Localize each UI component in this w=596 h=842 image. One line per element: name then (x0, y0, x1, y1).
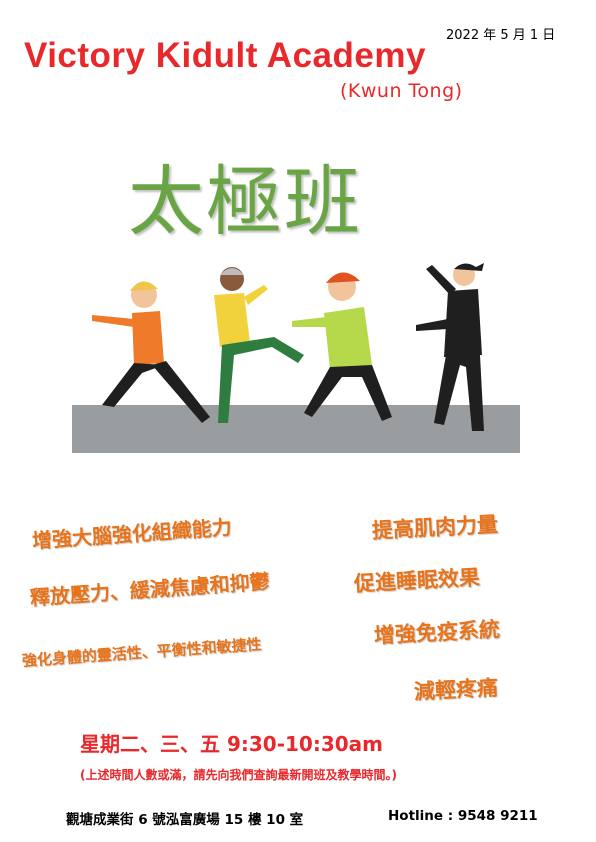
benefit-immunity: 增強免疫系統 (373, 617, 501, 648)
address: 觀塘成業街 6 號泓富廣場 15 樓 10 室 (66, 812, 304, 828)
benefit-stress: 釋放壓力、緩減焦慮和抑鬱 (29, 569, 271, 610)
floor (72, 405, 520, 453)
tai-chi-illustration (72, 263, 520, 453)
benefit-sleep: 促進睡眠效果 (353, 565, 481, 596)
academy-branch: (Kwun Tong) (340, 80, 463, 102)
dancer-4 (416, 263, 484, 431)
hotline: Hotline : 9548 9211 (388, 808, 538, 824)
benefit-pain: 減輕疼痛 (413, 675, 499, 704)
class-schedule: 星期二、三、五 9:30-10:30am (80, 732, 384, 756)
academy-name: Victory Kidult Academy (24, 36, 426, 75)
benefit-flexibility: 強化身體的靈活性、平衡性和敏捷性 (21, 635, 263, 670)
dancer-2 (214, 267, 304, 423)
issue-date: 2022 年 5 月 1 日 (446, 28, 556, 43)
benefit-brain: 增強大腦強化組織能力 (31, 515, 233, 553)
schedule-note: (上述時間人數或滿，請先向我們查詢最新開班及教學時間。) (80, 768, 397, 782)
dancer-3 (292, 272, 392, 421)
dancer-1 (92, 281, 210, 423)
benefit-muscle: 提高肌肉力量 (371, 512, 499, 543)
class-title: 太極班 (128, 157, 362, 246)
